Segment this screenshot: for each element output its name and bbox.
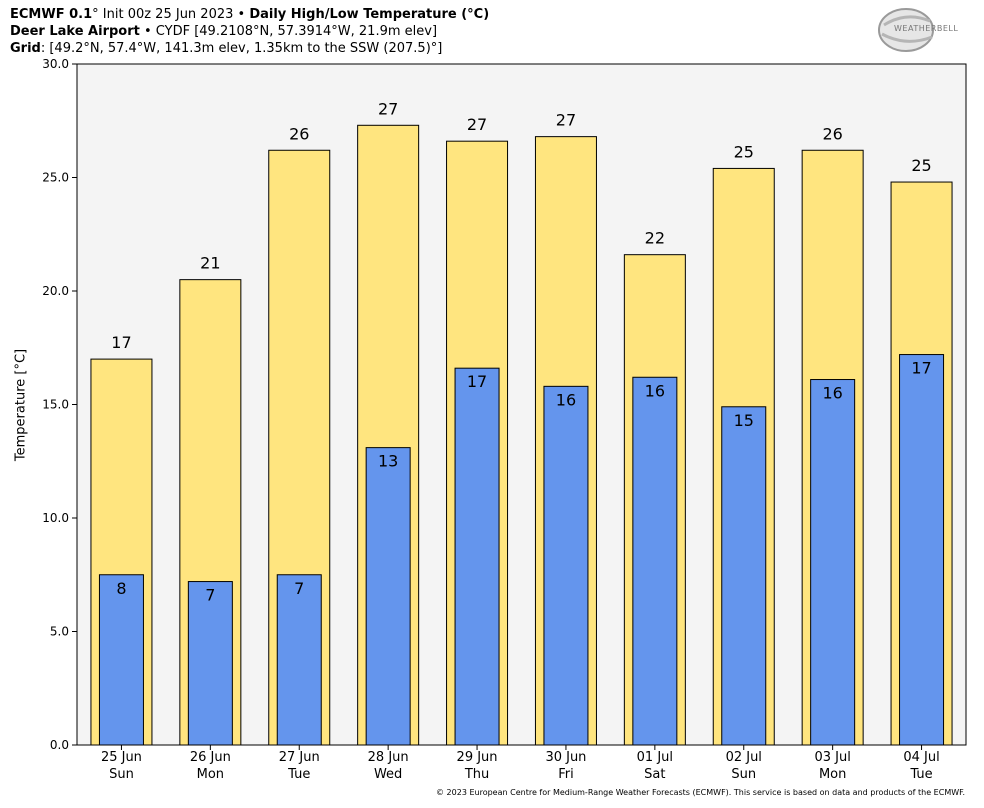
low-bar bbox=[543, 385, 589, 746]
header-line-grid: Grid: [49.2°N, 57.4°W, 141.3m elev, 1.35… bbox=[10, 41, 443, 56]
x-tick-weekday: Sun bbox=[109, 767, 134, 782]
low-label: 17 bbox=[467, 372, 487, 391]
x-tick-weekday: Thu bbox=[464, 767, 489, 782]
x-tick-label: 03 Jul bbox=[814, 750, 850, 765]
low-bar bbox=[810, 379, 856, 746]
copyright-footer: © 2023 European Centre for Medium-Range … bbox=[436, 788, 965, 797]
y-tick-label: 15.0 bbox=[42, 398, 69, 412]
x-tick-label: 28 Jun bbox=[368, 750, 409, 765]
plot-frame bbox=[76, 63, 967, 746]
high-label: 25 bbox=[911, 156, 931, 175]
high-label: 26 bbox=[289, 124, 309, 143]
high-label: 27 bbox=[556, 111, 576, 130]
high-label: 21 bbox=[200, 254, 220, 273]
high-label: 27 bbox=[378, 99, 398, 118]
y-tick-label: 10.0 bbox=[42, 511, 69, 525]
header-line-station: Deer Lake Airport • CYDF [49.2108°N, 57.… bbox=[10, 24, 438, 39]
x-tick-label: 26 Jun bbox=[190, 750, 231, 765]
y-tick-label: 0.0 bbox=[50, 738, 69, 752]
low-label: 7 bbox=[205, 586, 215, 605]
high-label: 26 bbox=[822, 124, 842, 143]
low-label: 17 bbox=[911, 359, 931, 378]
low-bar bbox=[721, 406, 767, 746]
low-label: 15 bbox=[734, 411, 754, 430]
x-tick-label: 01 Jul bbox=[637, 750, 673, 765]
high-label: 22 bbox=[645, 229, 665, 248]
x-tick-weekday: Mon bbox=[819, 767, 846, 782]
x-tick-label: 30 Jun bbox=[545, 750, 586, 765]
high-label: 17 bbox=[111, 333, 131, 352]
x-tick-weekday: Tue bbox=[909, 767, 932, 782]
low-bar bbox=[187, 581, 233, 746]
high-label: 25 bbox=[734, 142, 754, 161]
x-tick-weekday: Wed bbox=[374, 767, 402, 782]
weatherbell-logo bbox=[878, 8, 934, 52]
low-bar bbox=[98, 574, 144, 746]
low-label: 7 bbox=[294, 579, 304, 598]
high-label: 27 bbox=[467, 115, 487, 134]
low-bar bbox=[276, 574, 322, 746]
x-tick-label: 04 Jul bbox=[903, 750, 939, 765]
x-tick-weekday: Mon bbox=[197, 767, 224, 782]
low-bar bbox=[454, 367, 500, 746]
y-tick-label: 30.0 bbox=[42, 57, 69, 71]
x-tick-label: 25 Jun bbox=[101, 750, 142, 765]
low-label: 16 bbox=[645, 381, 665, 400]
chart-header: ECMWF 0.1° Init 00z 25 Jun 2023 • Daily … bbox=[10, 6, 489, 57]
header-line-model: ECMWF 0.1° Init 00z 25 Jun 2023 • Daily … bbox=[10, 7, 490, 22]
low-label: 13 bbox=[378, 452, 398, 471]
low-label: 8 bbox=[116, 579, 126, 598]
low-bar bbox=[899, 354, 945, 746]
x-tick-label: 29 Jun bbox=[457, 750, 498, 765]
y-tick-label: 25.0 bbox=[42, 171, 69, 185]
x-tick-weekday: Fri bbox=[558, 767, 574, 782]
low-bar bbox=[365, 447, 411, 746]
low-bar bbox=[632, 376, 678, 746]
x-tick-weekday: Sat bbox=[644, 767, 665, 782]
x-tick-weekday: Tue bbox=[287, 767, 310, 782]
y-tick-label: 5.0 bbox=[50, 625, 69, 639]
x-tick-label: 02 Jul bbox=[726, 750, 762, 765]
x-tick-label: 27 Jun bbox=[279, 750, 320, 765]
y-tick-label: 20.0 bbox=[42, 284, 69, 298]
logo-text: WEATHERBELL bbox=[894, 24, 959, 33]
x-tick-weekday: Sun bbox=[731, 767, 756, 782]
low-label: 16 bbox=[822, 384, 842, 403]
low-label: 16 bbox=[556, 390, 576, 409]
